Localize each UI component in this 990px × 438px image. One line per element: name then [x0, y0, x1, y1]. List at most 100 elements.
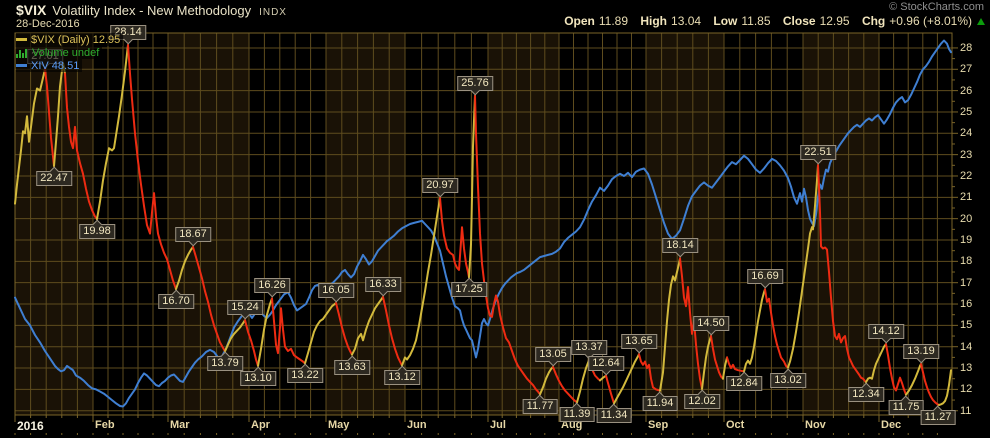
vix-line-segment — [539, 366, 554, 396]
vix-line-segment — [599, 374, 607, 382]
vix-line-segment — [938, 369, 952, 406]
price-annotation: 16.26 — [254, 278, 290, 298]
chg-label: Chg — [861, 14, 886, 28]
price-annotation: 11.39 — [559, 402, 595, 423]
vix-line-segment — [257, 297, 273, 367]
y-axis-tick-label: 14 — [960, 340, 973, 353]
legend-volume-label: Volume undef — [32, 46, 100, 59]
price-annotation: 16.33 — [365, 276, 401, 297]
vix-line-segment — [701, 335, 712, 390]
chg-value: +0.96 (+8.01%) — [889, 14, 972, 28]
price-annotation: 12.34 — [848, 382, 884, 403]
open-label: Open — [564, 14, 595, 28]
x-axis-month-label: Dec — [881, 419, 902, 431]
price-annotation: 22.47 — [36, 166, 72, 186]
price-annotation: 13.10 — [240, 366, 276, 386]
vix-line-segment — [96, 44, 129, 221]
price-annotation: 15.24 — [227, 300, 263, 320]
vix-line-segment — [613, 353, 640, 405]
high-label: High — [640, 14, 668, 28]
xiv-line — [14, 39, 952, 408]
price-annotation: 17.25 — [451, 277, 487, 298]
vix-line-segment — [304, 302, 337, 365]
price-annotation: 18.14 — [662, 238, 698, 258]
price-annotation: 13.22 — [287, 363, 323, 384]
vix-line-segment — [605, 374, 615, 405]
vix-line-segment — [787, 164, 819, 369]
legend-item-xiv[interactable]: XIV 48.51 — [16, 59, 83, 72]
x-axis-month-label: Jun — [407, 419, 427, 431]
x-axis-month-label: Nov — [805, 419, 826, 431]
vix-line-segment — [920, 363, 940, 406]
price-annotation: 14.50 — [693, 316, 729, 336]
price-annotation: 14.12 — [868, 324, 904, 344]
y-axis-tick-label: 16 — [960, 298, 973, 311]
vix-line-segment — [865, 343, 887, 384]
price-annotation: 13.63 — [334, 355, 370, 375]
legend-item-vix[interactable]: $VIX (Daily) 12.95 — [16, 33, 124, 46]
price-annotation: 13.12 — [384, 366, 420, 386]
chart-title: $VIX Volatility Index - New Methodology IN… — [16, 2, 287, 20]
price-annotation: 13.79 — [207, 351, 243, 372]
price-annotation: 16.69 — [747, 269, 783, 289]
month-band — [326, 33, 405, 415]
price-annotation: 12.84 — [726, 372, 762, 392]
price-annotation: 25.76 — [457, 75, 493, 96]
close-label: Close — [782, 14, 816, 28]
x-axis-month-label: May — [328, 419, 350, 431]
price-annotation: 19.98 — [79, 219, 115, 240]
plot-border — [14, 32, 953, 416]
price-annotation: 13.65 — [621, 334, 657, 354]
high-value: 13.04 — [671, 14, 702, 28]
price-annotation: 13.02 — [770, 368, 806, 388]
close-value: 12.95 — [819, 14, 850, 28]
y-axis-tick-label: 26 — [960, 84, 973, 97]
low-value: 11.85 — [741, 14, 771, 28]
month-band — [646, 33, 724, 415]
vix-line-segment — [44, 68, 55, 167]
price-annotation: 13.37 — [571, 340, 607, 360]
vix-line-segment — [468, 94, 476, 279]
vix-line-segment — [885, 343, 907, 396]
vix-line-segment — [401, 197, 441, 367]
copyright-label: © StockCharts.com — [889, 1, 984, 13]
volume-bars-icon — [16, 48, 28, 58]
y-axis-tick-label: 15 — [960, 319, 973, 332]
y-axis-tick-label: 19 — [960, 234, 973, 246]
vix-line-segment — [679, 257, 703, 390]
open-value: 11.89 — [598, 14, 628, 28]
vix-line-swatch-icon — [16, 38, 27, 41]
y-axis-tick-label: 23 — [960, 148, 973, 161]
x-axis-month-label: Sep — [648, 419, 669, 431]
vix-line-segment — [382, 296, 403, 367]
title-text: Volatility Index - New Methodology — [52, 3, 252, 18]
price-annotation: 11.75 — [888, 395, 924, 415]
y-axis-tick-label: 22 — [960, 169, 973, 182]
legend-item-volume[interactable]: Volume undef — [16, 46, 103, 59]
vix-line-segment — [817, 164, 867, 384]
price-annotation: 22.51 — [800, 145, 836, 165]
vix-line-segment — [764, 288, 789, 369]
low-label: Low — [713, 14, 738, 28]
chart-date: 28-Dec-2016 — [16, 18, 80, 30]
vix-line-segment — [576, 359, 590, 404]
vix-line-segment — [224, 319, 246, 353]
vix-line-segment — [127, 44, 177, 291]
price-annotation: 20.97 — [422, 177, 458, 198]
y-axis-tick-label: 18 — [960, 255, 973, 268]
y-axis-tick-label: 12 — [960, 383, 973, 396]
vix-line-segment — [14, 68, 46, 205]
symbol-label: $VIX — [16, 2, 47, 18]
x-axis-month-label: Feb — [95, 419, 115, 431]
price-annotation: 11.94 — [642, 391, 678, 411]
price-annotation: 13.19 — [903, 343, 939, 364]
month-band — [15, 33, 93, 415]
vix-line-segment — [905, 363, 922, 396]
price-annotation: 13.05 — [535, 346, 571, 367]
vix-line-segment — [659, 257, 681, 392]
x-axis-month-label: Oct — [726, 419, 745, 431]
x-axis-month-label: Jul — [490, 419, 506, 431]
y-axis-tick-label: 27 — [960, 63, 973, 76]
vix-line-segment — [175, 246, 194, 291]
